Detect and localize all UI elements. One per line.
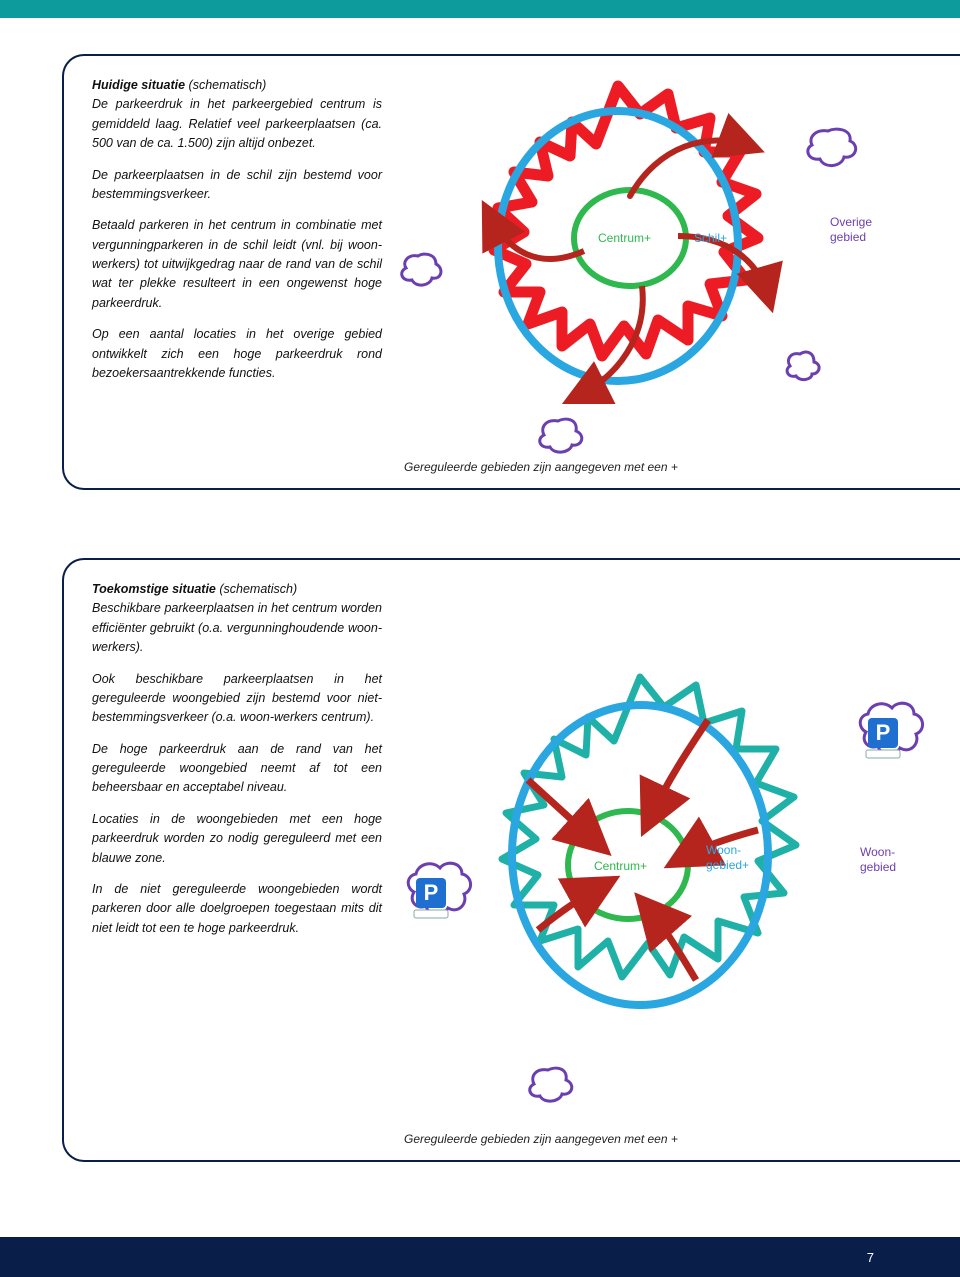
- card1-p4: Op een aantal locaties in het overige ge…: [92, 325, 382, 383]
- card1-figure: Centrum+ Schil+ Overige gebied Geregulee…: [398, 76, 938, 474]
- card1-p3: Betaald parkeren in het centrum in combi…: [92, 216, 382, 313]
- page-number: 7: [867, 1250, 874, 1265]
- p-sign-left: P: [408, 863, 470, 918]
- label-woongebiedp-2: gebied+: [706, 858, 749, 872]
- card1-title-rest: (schematisch): [185, 78, 266, 92]
- card2-p4: Locaties in de woongebieden met een hoge…: [92, 810, 382, 868]
- card1-p2: De parkeerplaatsen in de schil zijn best…: [92, 166, 382, 205]
- card1-title-bold: Huidige situatie: [92, 78, 185, 92]
- top-bar: [0, 0, 960, 18]
- card2-p1: Beschikbare parkeerplaatsen in het centr…: [92, 599, 382, 657]
- svg-text:P: P: [876, 720, 891, 745]
- label-woongebied-2: gebied: [860, 860, 896, 874]
- card2-figure: Centrum+ Woon- gebied+ Woon- gebied P P: [398, 580, 938, 1146]
- card2-p2: Ook beschikbare parkeerplaatsen in het g…: [92, 670, 382, 728]
- card2-title-rest: (schematisch): [216, 582, 297, 596]
- card-huidige-situatie: Huidige situatie (schematisch) De parkee…: [62, 54, 960, 490]
- card2-title-bold: Toekomstige situatie: [92, 582, 216, 596]
- card1-caption: Gereguleerde gebieden zijn aangegeven me…: [404, 460, 678, 474]
- label-woongebiedp-1: Woon-: [706, 843, 741, 857]
- card2-caption: Gereguleerde gebieden zijn aangegeven me…: [404, 1132, 678, 1146]
- label-centrum-2: Centrum+: [594, 859, 647, 873]
- cloud-blob-bottom: [530, 1068, 572, 1101]
- card-toekomstige-situatie: Toekomstige situatie (schematisch) Besch…: [62, 558, 960, 1162]
- label-centrum: Centrum+: [598, 231, 651, 245]
- card1-text: Huidige situatie (schematisch) De parkee…: [92, 76, 382, 474]
- svg-text:P: P: [424, 880, 439, 905]
- diagram-toekomstige: Centrum+ Woon- gebied+ Woon- gebied P P: [398, 580, 938, 1140]
- label-schil: Schil+: [694, 231, 727, 245]
- label-overige-1: Overige: [830, 215, 872, 229]
- label-overige-2: gebied: [830, 230, 866, 244]
- card2-text: Toekomstige situatie (schematisch) Besch…: [92, 580, 382, 1146]
- label-woongebied-1: Woon-: [860, 845, 895, 859]
- p-sign-right: P: [860, 703, 922, 758]
- cloud-blobs: [402, 129, 856, 452]
- diagram-huidige: Centrum+ Schil+ Overige gebied: [398, 76, 938, 456]
- page-footer: 7: [0, 1237, 960, 1277]
- card2-p3: De hoge parkeerdruk aan de rand van het …: [92, 740, 382, 798]
- card2-p5: In de niet gereguleerde woongebieden wor…: [92, 880, 382, 938]
- card1-p1: De parkeerdruk in het parkeergebied cent…: [92, 95, 382, 153]
